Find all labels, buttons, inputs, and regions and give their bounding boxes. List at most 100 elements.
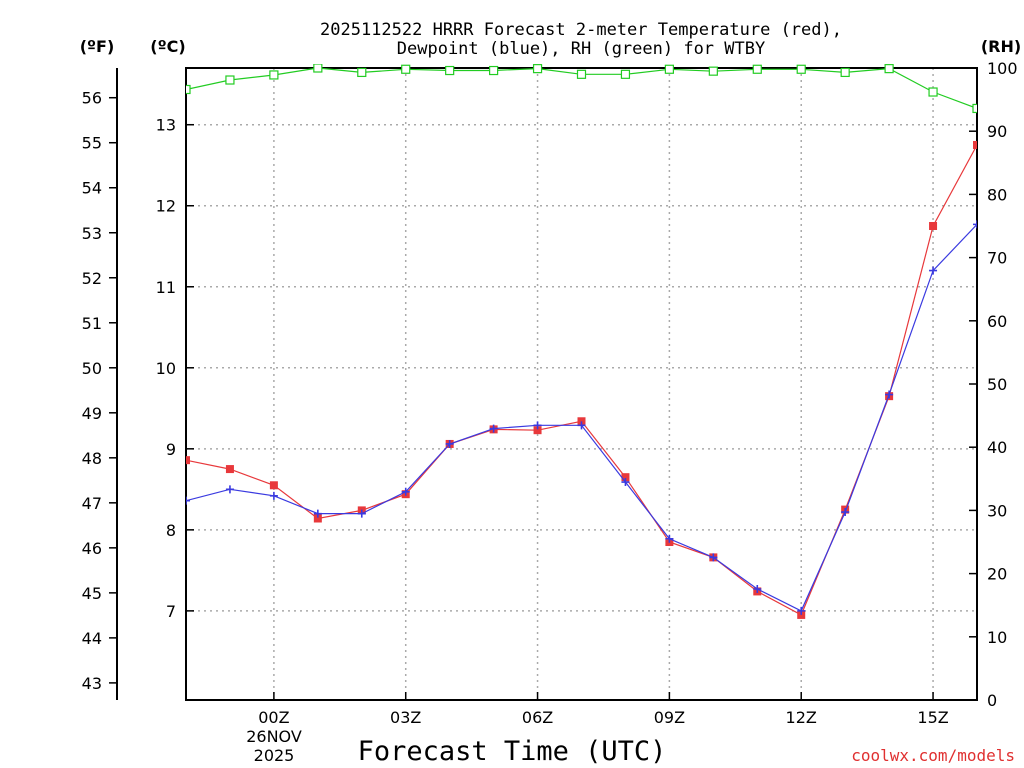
dewpoint-point	[885, 390, 894, 399]
plot-frame	[185, 67, 978, 701]
rh-point	[357, 67, 367, 78]
dewpoint-point	[709, 553, 718, 562]
rh-point	[445, 65, 455, 76]
dewpoint-point	[621, 478, 630, 487]
date-label-year: 2025	[254, 746, 295, 765]
temperature-line	[186, 144, 977, 616]
dewpoint-point	[489, 424, 498, 433]
dewpoint-point	[186, 496, 190, 505]
rh-axis-tick-label: 70	[987, 249, 1007, 268]
x-axis-tick-label: 12Z	[786, 708, 817, 727]
rh-point	[928, 87, 938, 97]
x-axis-tick-label: 06Z	[522, 708, 553, 727]
rh-axis-tick-label: 10	[987, 628, 1007, 647]
f-axis-tick-label: 43	[82, 674, 102, 693]
f-axis-tick-label: 53	[82, 224, 102, 243]
temperature-point	[269, 481, 278, 490]
c-axis-tick-label: 11	[156, 278, 176, 297]
rh-point	[532, 64, 543, 74]
rh-axis-tick-label: 20	[987, 565, 1007, 584]
x-axis-tick-label: 00Z	[258, 708, 289, 727]
f-axis-tick-label: 44	[82, 629, 102, 648]
c-axis-tick-label: 7	[166, 602, 176, 621]
rh-point	[225, 75, 235, 85]
rh-unit-label: (RH)	[981, 37, 1021, 56]
rh-axis-tick-label: 90	[987, 122, 1007, 141]
grid-lines	[186, 68, 977, 700]
f-axis-tick-label: 47	[82, 494, 102, 513]
dewpoint-point	[357, 509, 366, 518]
rh-axis-tick-label: 80	[987, 185, 1007, 204]
dewpoint-point	[401, 487, 410, 496]
rh-axis-tick-label: 0	[987, 691, 997, 710]
celsius-unit-label: (ºC)	[150, 37, 185, 56]
dewpoint-point	[533, 421, 542, 430]
dewpoint-point	[313, 509, 322, 518]
temperature-point	[929, 222, 938, 230]
f-axis-tick-label: 45	[82, 584, 102, 603]
f-axis-tick-label: 46	[82, 539, 102, 558]
temperature-point	[621, 473, 630, 482]
x-axis-tick-label: 09Z	[654, 708, 685, 727]
rh-point	[664, 64, 674, 74]
rh-axis-tick-label: 60	[987, 312, 1007, 331]
rh-point	[489, 65, 499, 76]
rh-point	[884, 64, 894, 74]
temperature-point	[533, 426, 542, 435]
c-axis-tick-label: 10	[156, 359, 176, 378]
c-axis-tick-label: 9	[166, 440, 176, 459]
axes: 43 44 45 46 47 48 49 50 51 52 53 54 55 56 7 8 9 10 11 12 13 0…	[82, 59, 1018, 727]
f-axis-tick-label: 54	[82, 179, 102, 198]
temperature-point	[577, 417, 586, 426]
rh-axis-tick-label: 50	[987, 375, 1007, 394]
rh-point	[620, 69, 631, 79]
rh-axis-tick-label: 100	[987, 59, 1018, 78]
rh-point	[269, 70, 279, 80]
rh-point	[313, 64, 323, 73]
f-axis-tick-label: 49	[82, 404, 102, 423]
chart-title-line-2: Dewpoint (blue), RH (green) for WTBY	[397, 39, 765, 59]
c-axis-tick-label: 8	[166, 521, 176, 540]
dewpoint-point	[753, 584, 762, 593]
rh-point	[708, 66, 718, 76]
temperature-point	[225, 465, 234, 474]
dewpoint-point	[445, 439, 454, 448]
f-axis-tick-label: 48	[82, 449, 102, 468]
rh-point	[401, 64, 411, 74]
rh-point	[840, 67, 850, 78]
dewpoint-point	[973, 220, 977, 229]
dewpoint-point	[841, 508, 850, 517]
credit-text: coolwx.com/models	[851, 746, 1015, 765]
chart-title-line-1: 2025112522 HRRR Forecast 2-meter Tempera…	[320, 20, 842, 40]
rh-point	[186, 84, 191, 95]
x-axis-tick-label: 15Z	[917, 708, 948, 727]
temperature-point	[186, 456, 190, 465]
rh-point	[752, 64, 762, 74]
rh-point	[576, 69, 587, 79]
c-axis-tick-label: 13	[156, 116, 176, 135]
f-axis-tick-label: 56	[82, 89, 102, 108]
temperature-point	[973, 140, 977, 149]
date-label-day: 26NOV	[246, 727, 302, 746]
f-axis-tick-label: 51	[82, 314, 102, 333]
fahrenheit-unit-label: (ºF)	[80, 37, 115, 56]
dewpoint-point	[577, 421, 586, 430]
f-axis-tick-label: 50	[82, 359, 102, 378]
dewpoint-point	[269, 491, 278, 500]
x-axis-label: Forecast Time (UTC)	[358, 736, 667, 767]
dewpoint-point	[225, 485, 234, 494]
c-axis-tick-label: 12	[156, 197, 176, 216]
rh-point	[972, 103, 977, 114]
series-group	[186, 64, 977, 619]
series-layer	[186, 64, 977, 619]
dewpoint-point	[929, 266, 938, 275]
rh-axis-tick-label: 40	[987, 438, 1007, 457]
dewpoint-point	[665, 534, 674, 543]
temperature-point	[313, 514, 322, 523]
f-axis-tick-label: 55	[82, 134, 102, 153]
dewpoint-point	[797, 606, 806, 615]
rh-axis-tick-label: 30	[987, 501, 1007, 520]
x-axis-tick-label: 03Z	[390, 708, 421, 727]
rh-point	[796, 64, 806, 74]
